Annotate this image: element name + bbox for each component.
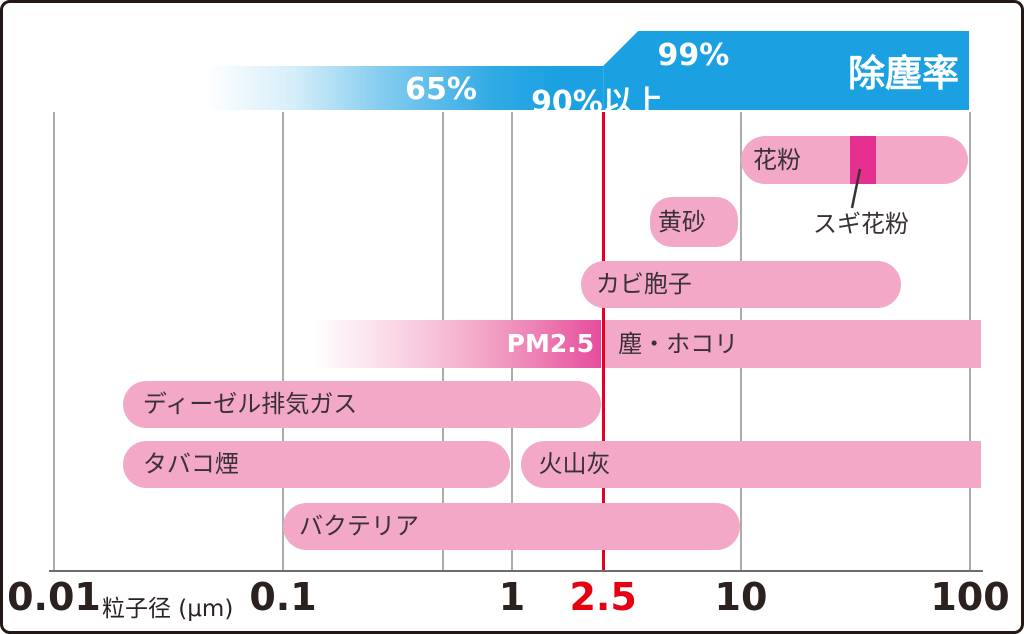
tick-label-100: 100	[930, 575, 1010, 619]
bar-pollen: 花粉	[741, 136, 968, 184]
bar-label-bacteria: バクテリア	[299, 512, 419, 540]
bar-yellow-sand: 黄砂	[649, 197, 738, 247]
bar-label-yellow-sand: 黄砂	[657, 208, 706, 236]
bar-mold-spores: カビ胞子	[580, 261, 902, 308]
bar-label-diesel-exhaust: ディーゼル排気ガス	[142, 390, 358, 418]
bar-bacteria: バクテリア	[283, 503, 740, 550]
gridline-0.1	[282, 112, 284, 572]
x-axis-caption: 粒子径 (μm)	[102, 596, 234, 622]
pm25-label: PM2.5	[506, 329, 595, 358]
bar-label-dust: 塵・ホコリ	[618, 330, 739, 358]
tick-label-0.1: 0.1	[249, 575, 317, 619]
banner-title: 除塵率	[848, 52, 959, 95]
tick-label-1: 1	[498, 575, 526, 619]
bar-label-tobacco-smoke: タバコ煙	[142, 450, 239, 478]
pm25-reference-line	[602, 112, 605, 572]
bar-label-pollen: 花粉	[753, 146, 801, 174]
bar-pm25-gradient-segment: PM2.5	[312, 320, 602, 368]
bar-label-volcanic-ash: 火山灰	[538, 450, 611, 478]
removal-rate-band-low	[205, 66, 604, 110]
bar-dust: 塵・ホコリ	[605, 320, 982, 368]
bar-segment-cedar-pollen	[850, 136, 877, 184]
bar-diesel-exhaust: ディーゼル排気ガス	[122, 381, 602, 428]
removal-rate-label-90pct以上: 90%以上	[531, 85, 663, 120]
cedar-pollen-pointer-line	[850, 168, 862, 209]
removal-rate-band-high	[603, 31, 969, 110]
bar-volcanic-ash: 火山灰	[521, 441, 982, 488]
bar-label-mold-spores: カビ胞子	[595, 270, 692, 298]
removal-rate-label-99pct: 99%	[657, 38, 730, 73]
tick-label-0.01: 0.01	[7, 575, 101, 619]
cedar-pollen-label: スギ花粉	[813, 210, 909, 238]
gridline-0.01	[53, 112, 55, 572]
tick-label-2.5: 2.5	[569, 575, 637, 619]
x-axis-line	[49, 570, 983, 572]
tick-label-10: 10	[714, 575, 768, 619]
bar-tobacco-smoke: タバコ煙	[122, 441, 510, 488]
removal-rate-label-65pct: 65%	[405, 72, 477, 107]
